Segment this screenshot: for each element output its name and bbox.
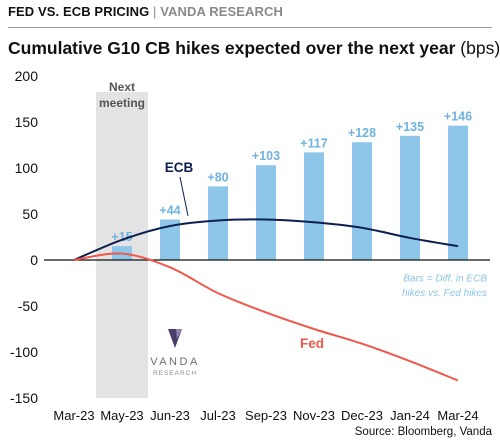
- bar-labels: +15+44+80+103+117+128 +135+146: [111, 110, 472, 245]
- line-series: [73, 218, 459, 382]
- x-tick-label: Jul-23: [200, 408, 235, 423]
- x-tick-label: Mar-24: [437, 408, 478, 423]
- bar-Sep-23: [256, 165, 276, 260]
- bar-series: [112, 125, 468, 261]
- bar-annotation-line1: Bars = Diff. in ECB: [403, 273, 487, 284]
- header-title: FED VS. ECB PRICING: [8, 4, 150, 19]
- fed-series-label: Fed: [300, 336, 324, 351]
- bar-label-Jul-23: +80: [207, 170, 228, 184]
- header-rule: [8, 27, 492, 28]
- bar-Nov-23: [304, 152, 324, 260]
- chart-title: Cumulative G10 CB hikes expected over th…: [8, 38, 500, 59]
- vanda-logo-subtitle: RESEARCH: [153, 370, 197, 377]
- x-tick-label: Jan-24: [390, 408, 430, 423]
- y-tick-label: -50: [18, 298, 38, 314]
- line-ecb: [73, 218, 459, 261]
- bar-label-Mar-24: +146: [444, 110, 472, 124]
- x-tick-label: Nov-23: [293, 408, 335, 423]
- bar-annotation-line2: hikes vs. Fed hikes: [402, 288, 487, 299]
- header-separator: |: [153, 4, 157, 19]
- next-meeting-label-line1: Next: [109, 80, 135, 94]
- y-tick-label: -150: [10, 390, 38, 406]
- y-tick-label: 100: [15, 160, 39, 176]
- chart-title-unit: (bps): [460, 38, 500, 58]
- source-note: Source: Bloomberg, Vanda: [354, 426, 492, 438]
- y-tick-label: 200: [15, 68, 39, 84]
- bar-Mar-24: [448, 125, 468, 261]
- x-tick-label: May-23: [100, 408, 143, 423]
- y-axis: -150 -100 -50 0 50 100 150 200: [10, 68, 38, 406]
- y-tick-label: -100: [10, 344, 38, 360]
- ecb-label-pointer: [179, 176, 189, 216]
- x-tick-label: Mar-23: [53, 408, 94, 423]
- vanda-logo-wordmark: VANDA: [150, 356, 200, 368]
- x-axis: Mar-23 May-23 Jun-23 Jul-23 Sep-23 Nov-23 Dec-…: [53, 408, 478, 423]
- bar-Jan-24: [400, 135, 420, 260]
- y-tick-label: 0: [30, 252, 38, 268]
- report-header: FED VS. ECB PRICING | VANDA RESEARCH: [8, 4, 283, 19]
- x-tick-label: Sep-23: [245, 408, 287, 423]
- line-fed: [73, 252, 459, 382]
- next-meeting-shade: [96, 92, 148, 398]
- next-meeting-label-line2: meeting: [99, 96, 145, 110]
- x-tick-label: Dec-23: [341, 408, 383, 423]
- vanda-logo-mark-light: [176, 329, 182, 339]
- chart-title-main: Cumulative G10 CB hikes expected over th…: [8, 38, 456, 58]
- bar-label-Jun-23: +44: [159, 204, 180, 218]
- bar-Dec-23: [352, 142, 372, 260]
- header-publisher: VANDA RESEARCH: [160, 4, 283, 19]
- vanda-logo: VANDA RESEARCH: [150, 329, 200, 377]
- ecb-series-label: ECB: [165, 160, 194, 175]
- x-tick-label: Jun-23: [150, 408, 190, 423]
- y-tick-label: 50: [22, 206, 38, 222]
- bar-Jul-23: [208, 186, 228, 260]
- bar-label-Dec-23: +128: [348, 126, 376, 140]
- bar-label-Nov-23: +117: [300, 136, 328, 150]
- bar-label-Sep-23: +103: [252, 149, 280, 163]
- bar-Jun-23: [160, 219, 180, 260]
- bar-label-Jan-24: +135: [396, 120, 424, 134]
- y-tick-label: 150: [15, 114, 39, 130]
